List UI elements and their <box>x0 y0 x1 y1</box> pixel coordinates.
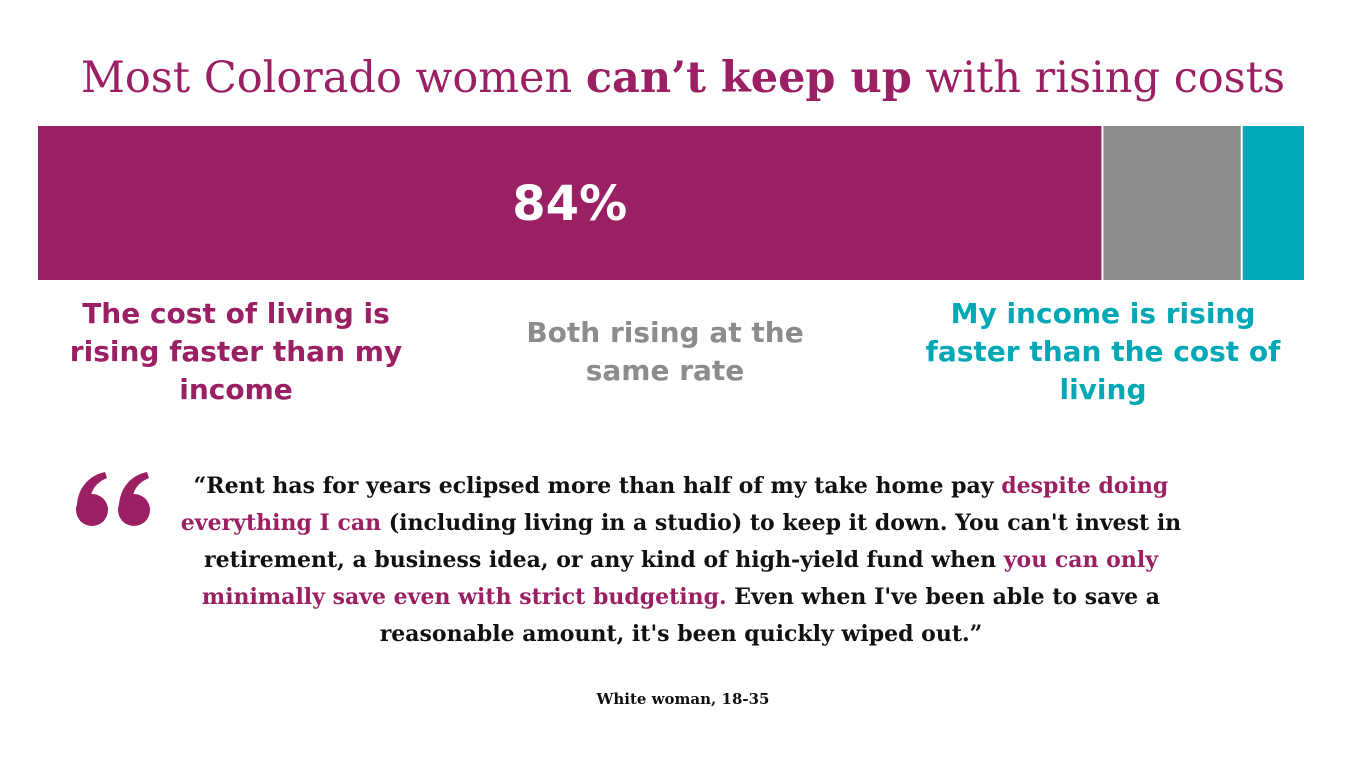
category-label-cost-faster: The cost of living is rising faster than… <box>69 297 403 406</box>
testimonial-quote: “Rent has for years eclipsed more than h… <box>166 468 1196 653</box>
quotation-mark-icon <box>76 472 150 526</box>
quote-text-1: “Rent has for years eclipsed more than h… <box>193 473 1002 499</box>
quote-attribution: White woman, 18-35 <box>596 690 770 708</box>
category-label-income-faster: My income is rising faster than the cost… <box>925 297 1281 406</box>
quote-text-2: (including living in a studio) to keep i… <box>204 510 1182 573</box>
category-label-same-rate: Both rising at the same rate <box>526 316 804 387</box>
bar-value-label-1: 84% <box>512 176 627 232</box>
title-part-1: Most Colorado women <box>80 53 586 103</box>
bar-segment-1 <box>38 126 1102 280</box>
bar-segment-3 <box>1242 126 1304 280</box>
quote-highlight-2: you can only minimally save even with st… <box>201 547 1158 610</box>
title-emphasis: can’t keep up <box>585 53 912 103</box>
chart-title: Most Colorado women can’t keep up with r… <box>0 48 1366 108</box>
bar-segment-2 <box>1103 126 1241 280</box>
quote-highlight-1: despite doing everything I can <box>180 473 1169 536</box>
title-part-2: with rising costs <box>911 53 1286 103</box>
stacked-bar-chart: 84% <box>38 126 1304 280</box>
quote-text-3: Even when I've been able to save a reaso… <box>379 584 1161 647</box>
